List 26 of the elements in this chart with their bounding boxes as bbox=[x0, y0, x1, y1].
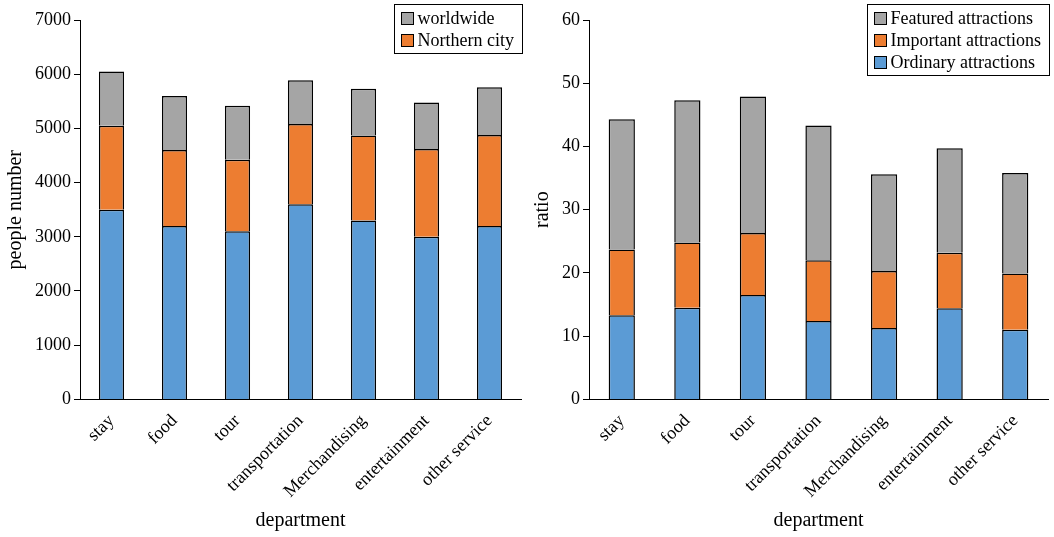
y-tick-label: 0 bbox=[571, 388, 580, 409]
y-tick-label: 6000 bbox=[35, 62, 71, 83]
y-tick-label: 7000 bbox=[35, 8, 71, 29]
y-tick-label: 0 bbox=[62, 388, 71, 409]
y-tick-label: 60 bbox=[562, 8, 580, 29]
legend-label: Northern city bbox=[417, 29, 514, 51]
y-tick-label: 4000 bbox=[35, 171, 71, 192]
legend-label: Featured attractions bbox=[890, 7, 1033, 29]
x-tick-label: stay bbox=[83, 410, 118, 445]
legend-label: Important attractions bbox=[890, 29, 1041, 51]
x-tick-label: stay bbox=[593, 410, 628, 445]
legend-label: Ordinary attractions bbox=[890, 51, 1035, 73]
y-axis-title: ratio bbox=[530, 191, 553, 229]
x-axis-title: department bbox=[255, 508, 346, 532]
y-axis-title: people number bbox=[3, 149, 27, 270]
y-tick-label: 3000 bbox=[35, 225, 71, 246]
y-tick-label: 2000 bbox=[35, 279, 71, 300]
y-tick-label: 1000 bbox=[35, 333, 71, 354]
y-tick-label: 50 bbox=[562, 71, 580, 92]
y-tick-label: 40 bbox=[562, 135, 580, 156]
legend-label: worldwide bbox=[417, 7, 495, 29]
y-tick-label: 5000 bbox=[35, 117, 71, 138]
y-tick-label: 30 bbox=[562, 198, 580, 219]
y-tick-label: 10 bbox=[562, 324, 580, 345]
x-axis-title: department bbox=[773, 508, 864, 532]
y-tick-label: 20 bbox=[562, 261, 580, 282]
